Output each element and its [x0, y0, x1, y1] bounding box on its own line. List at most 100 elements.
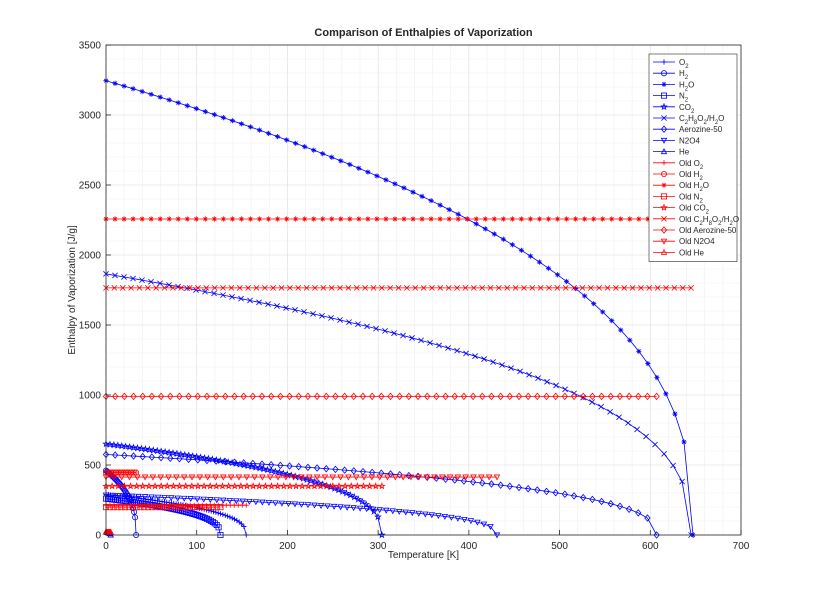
data-point — [121, 216, 127, 222]
legend-item: Old C2H8O2/H2O — [653, 215, 739, 227]
data-point — [137, 504, 144, 511]
data-point — [401, 216, 407, 222]
data-point — [157, 474, 165, 481]
series-13 — [103, 504, 224, 511]
data-point — [290, 474, 297, 481]
data-point — [304, 502, 312, 509]
series-17 — [102, 474, 501, 481]
data-point — [527, 216, 534, 222]
data-point — [313, 392, 321, 401]
data-point — [320, 216, 326, 222]
data-point — [227, 514, 233, 520]
data-point — [474, 519, 481, 526]
data-point — [612, 285, 619, 291]
data-point — [356, 216, 362, 222]
data-point — [387, 392, 394, 401]
data-point — [122, 504, 129, 511]
data-point — [241, 523, 247, 530]
data-point — [410, 216, 416, 222]
data-point — [282, 474, 290, 481]
data-point — [161, 285, 168, 291]
data-point — [129, 469, 136, 476]
data-point — [153, 446, 162, 455]
data-point — [419, 216, 425, 222]
data-point — [247, 216, 254, 222]
data-point — [141, 494, 149, 501]
legend-item: O2 — [653, 58, 689, 70]
data-point — [256, 127, 263, 133]
data-point — [139, 88, 145, 95]
data-point — [273, 482, 282, 490]
y-tick-label: 1500 — [79, 321, 102, 332]
data-point — [543, 487, 550, 496]
data-point — [573, 285, 579, 292]
data-point — [604, 285, 611, 291]
data-point — [392, 474, 399, 481]
data-point — [365, 216, 371, 222]
data-point — [328, 315, 334, 321]
data-point — [462, 285, 469, 291]
data-point — [156, 504, 163, 511]
data-point — [376, 507, 383, 514]
data-point — [616, 414, 622, 421]
data-point — [345, 285, 352, 291]
data-point — [203, 456, 211, 465]
y-tick-label: 2500 — [79, 181, 102, 192]
legend-item: N2 — [653, 92, 689, 104]
data-point — [267, 466, 276, 475]
data-point — [679, 285, 686, 291]
data-point — [265, 216, 272, 222]
data-point — [428, 198, 434, 204]
data-point — [412, 285, 419, 291]
data-point — [167, 495, 175, 502]
data-point — [220, 115, 227, 121]
data-point — [151, 482, 159, 490]
data-point — [112, 392, 119, 401]
legend-item: Old N2 — [653, 192, 703, 204]
data-point — [107, 528, 114, 535]
data-point — [392, 181, 398, 187]
data-point — [644, 514, 651, 522]
legend-label: Old He — [679, 248, 704, 257]
data-point — [561, 392, 568, 401]
data-point — [369, 392, 376, 401]
data-point — [204, 474, 211, 481]
data-point — [508, 365, 514, 372]
data-point — [554, 285, 561, 291]
data-point — [302, 144, 308, 150]
data-point — [589, 495, 596, 504]
data-point — [244, 461, 252, 470]
data-point — [193, 496, 201, 503]
data-point — [525, 484, 532, 493]
data-point — [461, 517, 468, 523]
data-point — [688, 285, 694, 291]
data-point — [145, 482, 153, 490]
data-point — [196, 512, 203, 519]
data-point — [359, 482, 368, 490]
data-point — [660, 226, 668, 234]
data-point — [562, 285, 569, 291]
data-point — [293, 140, 299, 146]
data-point — [312, 285, 318, 291]
data-point — [405, 392, 412, 401]
data-point — [161, 495, 168, 501]
x-tick-label: 500 — [551, 541, 568, 552]
data-point — [376, 474, 383, 481]
data-point — [188, 510, 195, 517]
data-point — [203, 285, 210, 291]
y-tick-label: 3500 — [79, 41, 102, 52]
data-point — [382, 507, 390, 514]
data-point — [208, 508, 214, 514]
data-point — [433, 392, 440, 401]
data-point — [321, 474, 329, 481]
data-point — [193, 216, 199, 222]
data-point — [238, 121, 245, 127]
data-point — [141, 504, 148, 511]
data-point — [175, 482, 184, 490]
series-layer — [102, 78, 696, 539]
data-point — [285, 501, 292, 508]
data-point — [149, 474, 157, 481]
data-point — [616, 392, 624, 401]
data-point — [110, 440, 118, 449]
data-point — [563, 216, 570, 222]
